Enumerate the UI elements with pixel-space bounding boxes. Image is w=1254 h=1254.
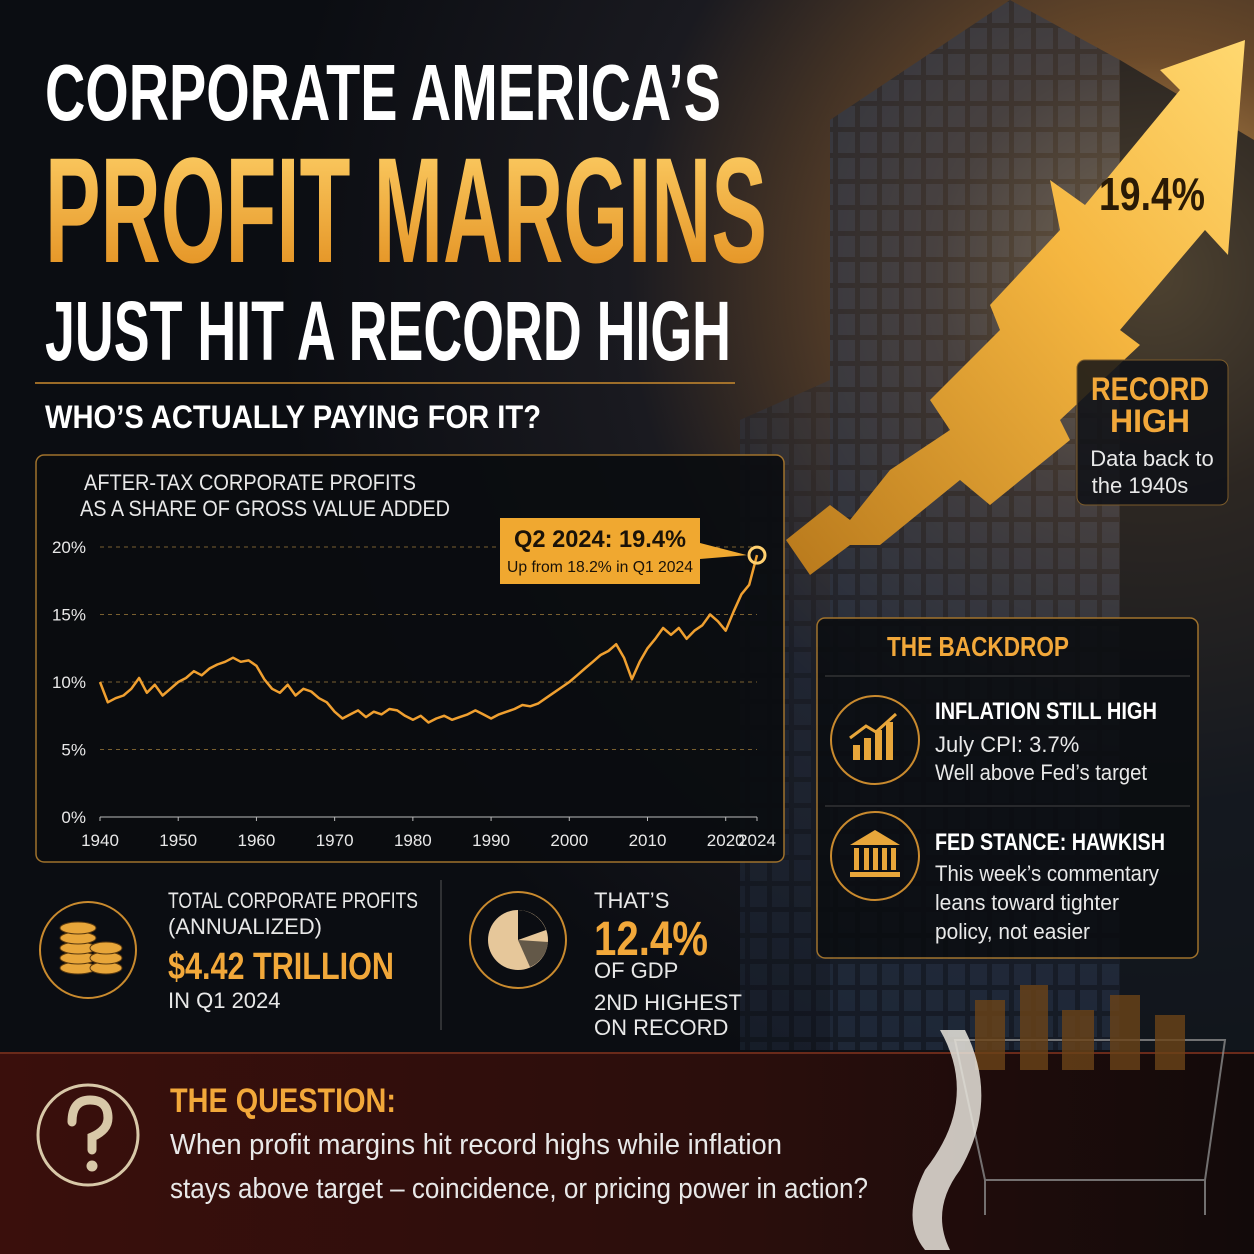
subheading: WHO’S ACTUALLY PAYING FOR IT? bbox=[45, 399, 541, 435]
question-band-shape-shape bbox=[1020, 985, 1048, 1070]
x-tick-label: 1960 bbox=[238, 831, 276, 850]
chart-subtitle: AS A SHARE OF GROSS VALUE ADDED bbox=[80, 496, 450, 521]
y-tick-label: 5% bbox=[61, 741, 86, 760]
stats-shape bbox=[59, 921, 123, 975]
backdrop-panel-shape-shape bbox=[850, 830, 900, 845]
headline-line: JUST HIT A RECORD HIGH bbox=[45, 284, 731, 378]
chart-panel: AFTER-TAX CORPORATE PROFITS AS A SHARE O… bbox=[35, 454, 785, 863]
backdrop-panel-shape-shape bbox=[854, 848, 859, 870]
x-tick-label: 1950 bbox=[159, 831, 197, 850]
item-heading: INFLATION STILL HIGH bbox=[935, 698, 1157, 725]
backdrop-panel-shape bbox=[850, 830, 900, 877]
backdrop-panel-shape bbox=[853, 722, 893, 760]
badge-note: the 1940s bbox=[1092, 473, 1189, 498]
backdrop-panel-shape-shape bbox=[864, 738, 871, 760]
backdrop-panel: THE BACKDROP INFLATION STILL HIGH July C… bbox=[816, 617, 1199, 959]
y-tick-label: 15% bbox=[52, 606, 86, 625]
item-text: This week’s commentary bbox=[935, 861, 1159, 886]
backdrop-panel-shape-shape bbox=[853, 745, 860, 760]
badge-title: RECORD bbox=[1091, 371, 1209, 407]
backdrop-panel-shape-shape bbox=[873, 848, 878, 870]
item-heading: FED STANCE: HAWKISH bbox=[935, 829, 1165, 856]
question-band-shape-shape bbox=[1110, 995, 1140, 1070]
stats-shape-shape bbox=[59, 921, 97, 935]
question-band-shape-shape bbox=[975, 1000, 1005, 1070]
question-band-shape-shape bbox=[1155, 1015, 1185, 1070]
question-title: THE QUESTION: bbox=[170, 1082, 396, 1120]
data-line bbox=[98, 554, 759, 724]
annotation-box bbox=[500, 518, 747, 584]
question-band-shape bbox=[912, 1030, 982, 1250]
question-text: When profit margins hit record highs whi… bbox=[170, 1129, 782, 1161]
x-tick-label: 1990 bbox=[472, 831, 510, 850]
stats-shape bbox=[39, 901, 137, 999]
stats-shape bbox=[469, 891, 567, 989]
stat-label: TOTAL CORPORATE PROFITS bbox=[168, 888, 418, 913]
stats: TOTAL CORPORATE PROFITS (ANNUALIZED) $4.… bbox=[39, 880, 742, 1040]
stat-note: 2ND HIGHEST bbox=[594, 990, 742, 1015]
x-tick-label: 1980 bbox=[394, 831, 432, 850]
stat-note: ON RECORD bbox=[594, 1015, 728, 1040]
x-tick-label: 2010 bbox=[629, 831, 667, 850]
backdrop-panel-shape bbox=[816, 617, 1199, 959]
x-tick-label: 2000 bbox=[550, 831, 588, 850]
question-band-shape bbox=[975, 985, 1185, 1070]
latest-point bbox=[747, 545, 767, 565]
headline: CORPORATE AMERICA’S PROFIT MARGINS JUST … bbox=[35, 48, 767, 435]
backdrop-panel-shape-shape bbox=[850, 872, 900, 877]
question-band-shape-shape bbox=[984, 1180, 1206, 1215]
x-tick-label: 1940 bbox=[81, 831, 119, 850]
record-badge: RECORD HIGH Data back to the 1940s bbox=[1076, 359, 1229, 506]
stat-label: THAT’S bbox=[594, 888, 669, 913]
x-tick-label: 1970 bbox=[316, 831, 354, 850]
backdrop-panel-shape bbox=[830, 695, 920, 785]
big-arrow: 19.4% bbox=[786, 40, 1245, 575]
chart-title: AFTER-TAX CORPORATE PROFITS bbox=[84, 470, 416, 495]
stat-label: (ANNUALIZED) bbox=[168, 914, 322, 939]
backdrop-panel-shape bbox=[849, 712, 898, 740]
question-band-shape bbox=[86, 1160, 98, 1172]
question-band-shape bbox=[0, 1052, 1254, 1254]
stat-note: OF GDP bbox=[594, 958, 678, 983]
item-text: July CPI: 3.7% bbox=[935, 732, 1079, 757]
badge-note: Data back to bbox=[1090, 446, 1214, 471]
item-text: policy, not easier bbox=[935, 919, 1090, 944]
annotation-note: Up from 18.2% in Q1 2024 bbox=[507, 559, 693, 576]
item-text: Well above Fed’s target bbox=[935, 760, 1147, 785]
item-text: leans toward tighter bbox=[935, 890, 1119, 915]
backdrop-panel-shape-shape bbox=[864, 848, 869, 870]
y-tick-label: 20% bbox=[52, 538, 86, 557]
headline-line: CORPORATE AMERICA’S bbox=[45, 48, 721, 137]
stats-shape bbox=[518, 940, 548, 967]
stats-shape-shape bbox=[89, 941, 123, 955]
question-band: THE QUESTION: When profit margins hit re… bbox=[0, 985, 1254, 1254]
backdrop-panel-shape-shape bbox=[891, 848, 896, 870]
record-badge-shape bbox=[1076, 359, 1229, 506]
stat-value: 12.4% bbox=[594, 913, 708, 966]
annotation-title: Q2 2024: 19.4% bbox=[514, 526, 686, 553]
arrow-label: 19.4% bbox=[1099, 168, 1205, 220]
x-tick-label: 2020 bbox=[707, 831, 745, 850]
question-band-shape-shape bbox=[1062, 1010, 1094, 1070]
y-tick-label: 10% bbox=[52, 673, 86, 692]
backdrop-panel-shape-shape bbox=[886, 722, 893, 760]
headline-line: PROFIT MARGINS bbox=[45, 126, 767, 294]
stats-shape bbox=[518, 910, 546, 940]
stat-value: $4.42 TRILLION bbox=[168, 946, 394, 988]
big-arrow-shape bbox=[786, 40, 1245, 575]
panel-title: THE BACKDROP bbox=[887, 631, 1069, 662]
question-band-shape bbox=[0, 1052, 1254, 1054]
y-tick-label: 0% bbox=[61, 808, 86, 827]
backdrop-panel-shape bbox=[830, 811, 920, 901]
question-text: stays above target – coincidence, or pri… bbox=[170, 1173, 868, 1205]
question-band-shape bbox=[67, 1095, 113, 1155]
question-band-shape bbox=[36, 1083, 140, 1187]
stat-note: IN Q1 2024 bbox=[168, 988, 281, 1013]
backdrop-panel-shape-shape bbox=[875, 730, 882, 760]
backdrop-panel-shape-shape bbox=[882, 848, 887, 870]
x-tick-label: 2024 bbox=[738, 831, 776, 850]
badge-title: HIGH bbox=[1110, 403, 1190, 439]
